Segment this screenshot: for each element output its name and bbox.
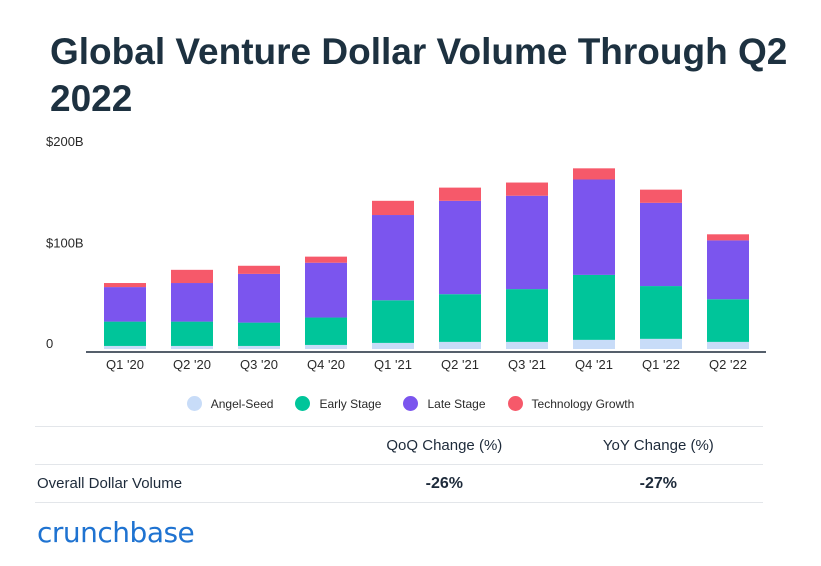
bar-segment-late-stage <box>305 262 347 318</box>
bar-segment-technology-growth <box>707 234 749 241</box>
bar-segment-technology-growth <box>640 189 682 203</box>
x-tick-label: Q2 '21 <box>441 357 479 372</box>
chart-title: Global Venture Dollar Volume Through Q2 … <box>50 31 788 119</box>
yoy-value: -27% <box>553 464 763 503</box>
summary-table: QoQ Change (%) YoY Change (%) Overall Do… <box>35 426 763 503</box>
crunchbase-logo: crunchbase <box>37 516 195 549</box>
empty-header-cell <box>35 426 335 465</box>
y-axis-labels: 0 $100B $200B <box>46 134 84 351</box>
bar-segment-angel-seed <box>573 339 615 349</box>
bar-segment-angel-seed <box>104 345 146 349</box>
bar-segment-angel-seed <box>372 342 414 349</box>
qoq-header: QoQ Change (%) <box>335 426 554 465</box>
bar-segment-early-stage <box>573 274 615 340</box>
bar-segment-late-stage <box>171 283 213 322</box>
bar-segment-late-stage <box>506 195 548 290</box>
legend-swatch <box>186 396 202 411</box>
bar-segment-late-stage <box>238 273 280 323</box>
legend-swatch <box>507 396 523 411</box>
x-tick-label: Q3 '20 <box>240 357 278 372</box>
bar-segment-technology-growth <box>372 200 414 216</box>
bar-segment-technology-growth <box>171 269 213 284</box>
bar-segment-angel-seed <box>171 345 213 349</box>
qoq-value: -26% <box>335 464 554 503</box>
bar-segment-technology-growth <box>439 187 481 201</box>
legend-swatch <box>403 396 419 411</box>
bar-segment-early-stage <box>640 286 682 339</box>
x-tick-label: Q2 '20 <box>173 357 211 372</box>
legend-label: Late Stage <box>427 396 486 411</box>
bar-segment-technology-growth <box>506 182 548 196</box>
legend-label: Technology Growth <box>531 396 635 411</box>
legend-item: Angel-Seed <box>186 396 274 411</box>
bar-segment-angel-seed <box>640 338 682 349</box>
bar-segment-angel-seed <box>305 344 347 349</box>
summary-data-row: Overall Dollar Volume -26% -27% <box>35 464 763 503</box>
y-tick-label: 0 <box>46 336 53 351</box>
summary-header-row: QoQ Change (%) YoY Change (%) <box>35 426 763 465</box>
bar-segment-late-stage <box>573 179 615 275</box>
bar-segment-technology-growth <box>573 168 615 180</box>
bar-segment-early-stage <box>305 317 347 345</box>
bar-segment-early-stage <box>238 322 280 346</box>
x-tick-label: Q3 '21 <box>508 357 546 372</box>
legend-label: Angel-Seed <box>210 396 274 411</box>
bar-segment-early-stage <box>104 321 146 346</box>
bar-segment-late-stage <box>640 202 682 287</box>
bar-segment-early-stage <box>506 289 548 342</box>
bar-segment-late-stage <box>104 287 146 322</box>
y-tick-label: $200B <box>46 134 84 149</box>
stacked-bar-chart: 0$100B$200B Q1 '20 Q2 '20 Q3 '20 Q4 '20 Q1 '… <box>46 134 766 372</box>
bar-segment-late-stage <box>439 200 481 295</box>
bar-segment-angel-seed <box>439 341 481 349</box>
bar-segment-early-stage <box>171 321 213 346</box>
bar-segment-technology-growth <box>104 283 146 288</box>
bars-group <box>104 168 749 349</box>
x-tick-label: Q2 '22 <box>709 357 747 372</box>
x-tick-label: Q1 '22 <box>642 357 680 372</box>
bar-segment-early-stage <box>439 294 481 342</box>
bar-segment-angel-seed <box>238 345 280 349</box>
bar-segment-angel-seed <box>506 341 548 349</box>
bar-segment-technology-growth <box>305 256 347 263</box>
x-axis-labels: Q1 '20 Q2 '20 Q3 '20 Q4 '20 Q1 '21 Q2 '21 Q3 '… <box>106 357 747 372</box>
bar-segment-angel-seed <box>707 341 749 349</box>
x-tick-label: Q4 '21 <box>575 357 613 372</box>
legend-swatch <box>295 396 311 411</box>
bar-segment-late-stage <box>707 240 749 300</box>
bar-segment-technology-growth <box>238 265 280 274</box>
legend-item: Early Stage <box>295 396 381 411</box>
bar-segment-late-stage <box>372 215 414 301</box>
x-tick-label: Q4 '20 <box>307 357 345 372</box>
bar-segment-early-stage <box>707 299 749 342</box>
legend: Angel-Seed Early Stage Late Stage Technolog… <box>0 396 821 411</box>
x-tick-label: Q1 '20 <box>106 357 144 372</box>
bar-segment-early-stage <box>372 300 414 343</box>
row-label: Overall Dollar Volume <box>35 464 335 503</box>
y-tick-label: $100B <box>46 236 84 251</box>
legend-item: Late Stage <box>403 396 486 411</box>
yoy-header: YoY Change (%) <box>553 426 763 465</box>
legend-label: Early Stage <box>319 396 382 411</box>
x-tick-label: Q1 '21 <box>374 357 412 372</box>
legend-item: Technology Growth <box>507 396 635 411</box>
